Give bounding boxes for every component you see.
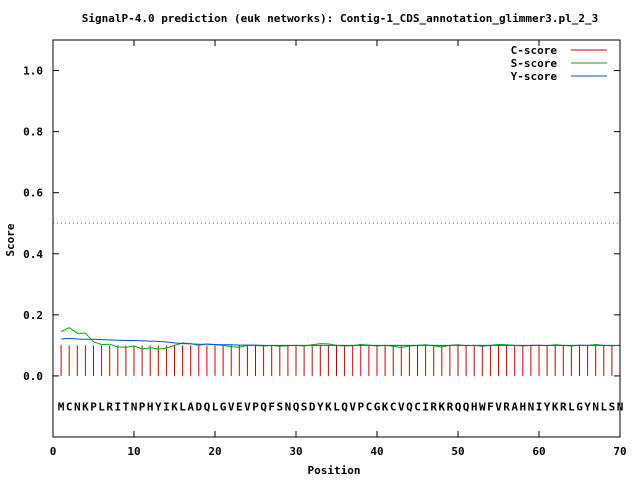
sequence-letter: R <box>430 400 437 413</box>
sequence-letter: K <box>171 400 178 413</box>
sequence-letter: N <box>592 400 599 413</box>
sequence-letter: D <box>195 400 202 413</box>
sequence-letter: Y <box>317 400 324 413</box>
sequence-letter: K <box>382 400 389 413</box>
sequence-letter: F <box>268 400 275 413</box>
sequence-letter: E <box>236 400 243 413</box>
y-tick-label: 0.2 <box>23 309 43 322</box>
sequence-letter: R <box>560 400 567 413</box>
sequence-letter: H <box>147 400 154 413</box>
x-tick-label: 60 <box>532 445 545 458</box>
y-tick-label: 0.6 <box>23 187 43 200</box>
x-tick-labels: 0 10 20 30 40 50 60 70 <box>50 445 627 458</box>
sequence-letter: R <box>106 400 113 413</box>
sequence-letter: Y <box>544 400 551 413</box>
y-tick-label: 1.0 <box>23 65 43 78</box>
sequence-letter: Q <box>204 400 211 413</box>
sequence-letter: I <box>536 400 543 413</box>
x-axis-label: Position <box>308 464 361 477</box>
y-tick-labels: 0.0 0.2 0.4 0.6 0.8 1.0 <box>23 65 43 383</box>
sequence-letter: Q <box>260 400 267 413</box>
sequence-letter: S <box>276 400 283 413</box>
sequence-letter: A <box>511 400 518 413</box>
sequence-letter: P <box>90 400 97 413</box>
chart-title: SignalP-4.0 prediction (euk networks): C… <box>82 12 599 25</box>
sequence-letter: N <box>74 400 81 413</box>
sequence-letter: G <box>220 400 227 413</box>
sequence-letter: N <box>131 400 138 413</box>
x-tick-label: 10 <box>127 445 140 458</box>
tick-marks <box>52 40 621 437</box>
sequence-letter: H <box>471 400 478 413</box>
legend-label: C-score <box>511 44 558 57</box>
sequence-letter: C <box>66 400 73 413</box>
sequence-letter: P <box>357 400 364 413</box>
x-tick-label: 30 <box>289 445 302 458</box>
sequence-letter: V <box>398 400 405 413</box>
sequence-letter: K <box>82 400 89 413</box>
sequence-letter: Q <box>293 400 300 413</box>
legend-label: Y-score <box>511 70 558 83</box>
sequence-letter: L <box>212 400 219 413</box>
sequence-letter: W <box>479 400 486 413</box>
sequence-letter: Q <box>455 400 462 413</box>
x-tick-label: 50 <box>451 445 464 458</box>
sequence-letter: R <box>503 400 510 413</box>
sequence-letter: P <box>139 400 146 413</box>
sequence-letter: L <box>333 400 340 413</box>
x-tick-label: 20 <box>208 445 221 458</box>
sequence-letter: D <box>309 400 316 413</box>
sequence-letter: M <box>58 400 65 413</box>
sequence-letter: L <box>568 400 575 413</box>
x-tick-label: 70 <box>613 445 626 458</box>
sequence-letter: A <box>187 400 194 413</box>
sequence-letter: I <box>422 400 429 413</box>
sequence-letter: V <box>495 400 502 413</box>
sequence-letter: Q <box>463 400 470 413</box>
sequence-letter: K <box>552 400 559 413</box>
sequence-letter: G <box>374 400 381 413</box>
x-tick-label: 0 <box>50 445 57 458</box>
sequence-letter: Y <box>584 400 591 413</box>
sequence-letter: Q <box>406 400 413 413</box>
y-tick-label: 0.4 <box>23 248 43 261</box>
sequence-letter: F <box>487 400 494 413</box>
sequence-letter: K <box>325 400 332 413</box>
sequence-letter: I <box>163 400 170 413</box>
sequence-letter: G <box>576 400 583 413</box>
sequence-letter: H <box>519 400 526 413</box>
sequence-letter: S <box>301 400 308 413</box>
y-tick-label: 0.8 <box>23 126 43 139</box>
sequence-letter: L <box>98 400 105 413</box>
x-tick-label: 40 <box>370 445 383 458</box>
sequence-letter: P <box>252 400 259 413</box>
sequence-letter: K <box>438 400 445 413</box>
sequence-letter: Y <box>155 400 162 413</box>
sequence-letter: I <box>114 400 121 413</box>
sequence-letter: N <box>285 400 292 413</box>
sequence-letter: S <box>609 400 616 413</box>
sequence-letter: V <box>228 400 235 413</box>
legend-label: S-score <box>511 57 558 70</box>
sequence-letter: V <box>349 400 356 413</box>
sequence-letter: C <box>390 400 397 413</box>
sequence-letter: C <box>414 400 421 413</box>
plot-frame <box>52 39 621 438</box>
y-tick-label: 0.0 <box>23 370 43 383</box>
sequence-letter: R <box>447 400 454 413</box>
sequence-letter: N <box>528 400 535 413</box>
sequence-letter: V <box>244 400 251 413</box>
sequence-letter: T <box>123 400 130 413</box>
sequence-letter: L <box>600 400 607 413</box>
score-lines <box>60 327 621 350</box>
y-axis-label: Score <box>4 223 17 256</box>
sequence-letter: C <box>366 400 373 413</box>
c-score-impulses <box>60 345 621 376</box>
sequence-letter: L <box>179 400 186 413</box>
y-scoreline <box>61 337 620 346</box>
sequence-letter: Q <box>341 400 348 413</box>
